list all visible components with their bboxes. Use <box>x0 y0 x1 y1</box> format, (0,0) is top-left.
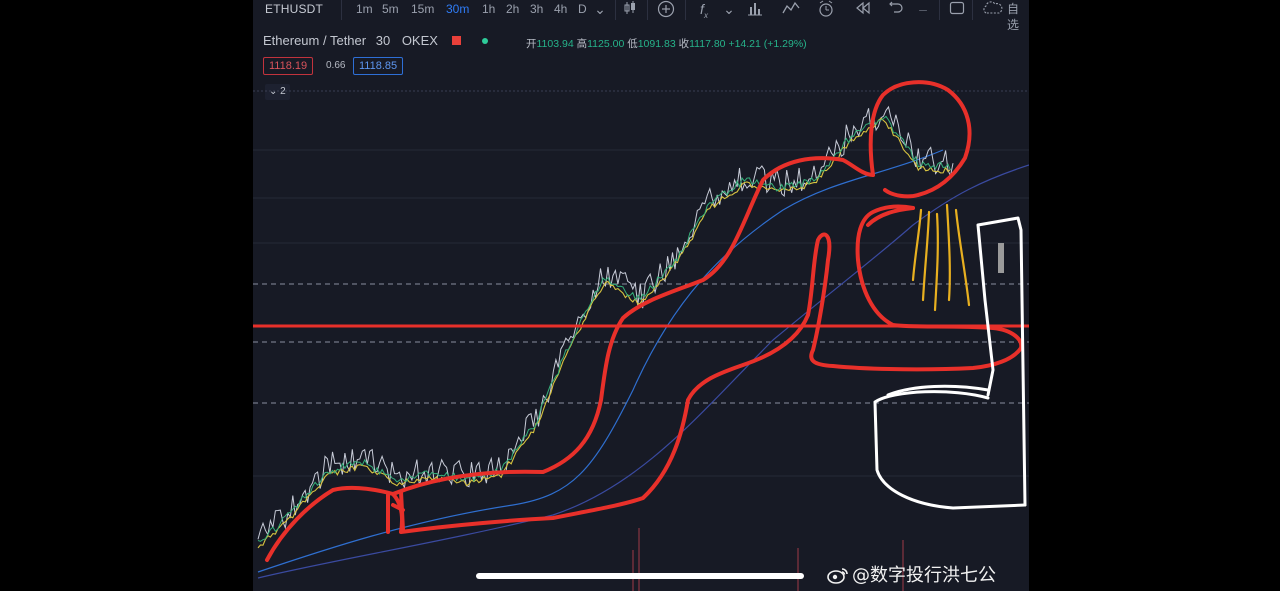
home-indicator-bar[interactable] <box>476 573 804 579</box>
add-indicator-icon[interactable] <box>656 0 676 20</box>
alert-icon[interactable] <box>816 0 836 20</box>
interval-label: 30 <box>375 33 391 48</box>
open-label: 开 <box>526 38 537 50</box>
chart-toolbar: ETHUSDT 1m 5m 15m 30m 1h 2h 3h 4h D ⌄ fx… <box>253 0 1029 32</box>
chevron-down-icon[interactable]: ⌄ <box>723 1 735 17</box>
fx-icon[interactable]: fx <box>700 1 708 20</box>
toolbar-divider <box>939 0 940 20</box>
weibo-icon <box>827 568 848 584</box>
redo-icon[interactable]: – <box>919 1 927 17</box>
close-label: 收 <box>678 38 690 50</box>
toilet-seat <box>886 384 990 397</box>
hand-drawn-figure <box>265 80 1024 562</box>
timeframe-d[interactable]: D <box>578 2 587 16</box>
watermark-text: @数字投行洪七公 <box>852 565 996 586</box>
timeframe-2h[interactable]: 2h <box>506 2 520 16</box>
symbol-legend: Ethereum / Tether 30 OKEX <box>263 33 489 48</box>
timeframe-4h[interactable]: 4h <box>554 2 568 16</box>
close-value: 1117.80 <box>689 38 726 50</box>
change-percent: (+1.29%) <box>763 38 807 50</box>
line-chart-icon[interactable] <box>781 0 801 20</box>
open-value: 1103.94 <box>536 38 574 50</box>
symbol-label[interactable]: ETHUSDT <box>265 2 324 16</box>
chart-panel: ETHUSDT 1m 5m 15m 30m 1h 2h 3h 4h D ⌄ fx… <box>253 0 1029 591</box>
bid-price-button[interactable]: 1118.19 <box>263 57 314 75</box>
market-status-icon <box>482 38 489 44</box>
cloud-icon[interactable] <box>979 0 1005 20</box>
toolbar-divider <box>647 0 648 20</box>
watchlist-label[interactable]: 自选 <box>1007 2 1020 32</box>
high-label: 高 <box>576 38 588 50</box>
figure-foot <box>386 490 405 534</box>
toolbar-divider <box>341 0 342 20</box>
moving-average-slow <box>257 164 1029 579</box>
toolbar-divider <box>972 0 973 20</box>
exchange-label: OKEX <box>401 33 438 48</box>
timeframe-1m[interactable]: 1m <box>356 2 373 16</box>
weibo-watermark: @数字投行洪七公 <box>827 561 996 587</box>
price-series <box>257 105 954 540</box>
ask-price-button[interactable]: 1118.85 <box>353 57 404 75</box>
fullscreen-icon[interactable] <box>947 0 967 20</box>
figure-outline <box>265 204 1024 562</box>
figure-back <box>391 156 875 496</box>
low-value: 1091.83 <box>637 38 676 50</box>
price-chart[interactable] <box>253 0 1029 591</box>
toolbar-divider <box>615 0 616 20</box>
pair-title: Ethereum / Tether <box>263 33 367 48</box>
toilet-bowl <box>873 390 1027 510</box>
ohlc-values: 开1103.94 高1125.00 低1091.83 收1117.80 +14.… <box>526 36 807 51</box>
timeframe-1h[interactable]: 1h <box>482 2 496 16</box>
low-label: 低 <box>627 38 638 50</box>
toilet-tank <box>976 216 1027 507</box>
toilet-flush-handle <box>998 243 1004 273</box>
figure-head <box>868 80 972 199</box>
high-value: 1125.00 <box>587 38 625 50</box>
moving-average-faster <box>257 115 951 542</box>
candle-style-icon[interactable] <box>620 0 640 20</box>
toolbar-divider <box>685 0 686 20</box>
volume-bars <box>632 528 904 591</box>
timeframe-30m[interactable]: 30m <box>446 2 470 16</box>
flag-icon[interactable] <box>451 36 461 45</box>
replay-icon[interactable] <box>853 0 873 20</box>
bar-chart-icon[interactable] <box>745 0 765 20</box>
chevron-down-icon[interactable]: ⌄ <box>594 1 606 17</box>
spread-value: 0.66 <box>326 60 346 71</box>
toilet-drawing <box>873 216 1027 510</box>
timeframe-5m[interactable]: 5m <box>382 2 399 16</box>
timeframe-3h[interactable]: 3h <box>530 2 544 16</box>
figure-arm <box>866 206 915 227</box>
undo-icon[interactable] <box>886 0 906 20</box>
yellow-stream <box>911 203 971 312</box>
timeframe-15m[interactable]: 15m <box>411 2 435 16</box>
change-value: +14.21 <box>728 38 761 50</box>
gridlines <box>253 90 1029 477</box>
